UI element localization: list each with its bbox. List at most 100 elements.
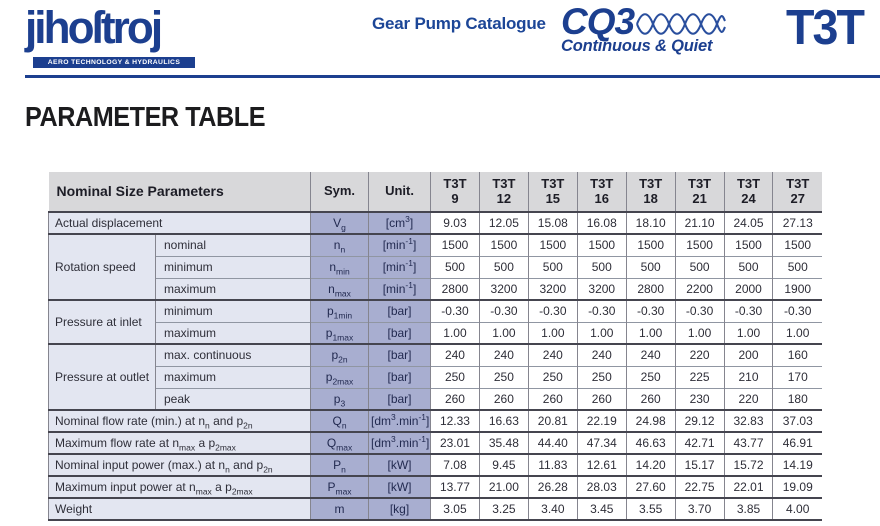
value-cell: 240 xyxy=(625,343,676,366)
value-cell: 3200 xyxy=(576,277,627,300)
value-cell: 250 xyxy=(478,365,529,388)
symbol-cell: nmax xyxy=(310,277,369,300)
unit-cell: [cm3] xyxy=(368,211,431,234)
value-cell: 21.00 xyxy=(478,475,529,498)
value-cell: 14.19 xyxy=(772,453,822,476)
value-cell: 43.77 xyxy=(723,431,773,454)
value-cell: 1500 xyxy=(772,233,822,256)
symbol-cell: p2n xyxy=(310,343,369,366)
value-cell: 44.40 xyxy=(527,431,578,454)
table-header: Nominal Size Parameters Sym. Unit. T3T 9 T3T 1… xyxy=(48,172,822,213)
value-cell: 19.09 xyxy=(772,475,822,498)
table-row: Pressure at inlet minimum p1min [bar] -0.30-… xyxy=(48,299,822,344)
value-cell: 220 xyxy=(674,343,725,366)
value-cell: 16.63 xyxy=(478,409,529,432)
row-sub-label: maximum xyxy=(154,277,311,300)
table-body: Actual displacement Vg [cm3] 9.03 12.05 15.08… xyxy=(47,211,822,520)
unit-cell: [bar] xyxy=(368,321,431,344)
value-cell: 4.00 xyxy=(772,497,822,520)
cq3-tagline: Continuous & Quiet xyxy=(561,37,713,55)
value-cell: 23.01 xyxy=(430,431,480,454)
value-cell: 220 xyxy=(723,387,773,410)
value-cell: 1.00 xyxy=(576,321,627,344)
value-cell: 3.70 xyxy=(674,497,725,520)
value-cell: 27.60 xyxy=(625,475,676,498)
value-cell: 500 xyxy=(430,255,480,278)
value-cell: 500 xyxy=(625,255,676,278)
value-cell: 250 xyxy=(430,365,480,388)
value-cell: 13.77 xyxy=(430,475,480,498)
row-label: Maximum flow rate at nmax a p2max xyxy=(47,431,311,454)
value-cell: 240 xyxy=(430,343,480,366)
value-cell: 32.83 xyxy=(723,409,773,432)
value-cell: 500 xyxy=(772,255,822,278)
value-cell: 500 xyxy=(478,255,529,278)
value-cell: 1.00 xyxy=(478,321,529,344)
unit-cell: [bar] xyxy=(368,365,431,388)
value-cell: 14.20 xyxy=(625,453,676,476)
value-cell: 27.13 xyxy=(772,211,822,234)
symbol-cell: nmin xyxy=(310,255,369,278)
value-cell: 24.05 xyxy=(723,211,773,234)
unit-cell: [bar] xyxy=(368,299,431,322)
value-cell: 2000 xyxy=(723,277,773,300)
value-cell: 500 xyxy=(527,255,578,278)
cq3-logo-text: CQ3 xyxy=(561,1,635,42)
value-cell: -0.30 xyxy=(527,299,578,322)
table-row: Nominal input power (max.) at nn and p2n… xyxy=(47,453,822,476)
value-cell: 1500 xyxy=(478,233,529,256)
row-sub-label: maximum xyxy=(154,365,311,388)
column-header-parameters: Nominal Size Parameters xyxy=(48,172,311,213)
unit-cell: [dm3.min-1] xyxy=(368,409,431,432)
row-label: Actual displacement xyxy=(47,211,311,234)
symbol-cell: Pmax xyxy=(310,475,369,498)
value-cell: 500 xyxy=(723,255,773,278)
value-cell: 26.28 xyxy=(527,475,578,498)
jihostroj-logo: jihoſtroj AERO TECHNOLOGY & HYDRAULICS xyxy=(25,2,220,72)
column-header-model: T3T 16 xyxy=(576,172,627,213)
value-cell: 240 xyxy=(478,343,529,366)
value-cell: 260 xyxy=(478,387,529,410)
value-cell: 1.00 xyxy=(527,321,578,344)
value-cell: 260 xyxy=(527,387,578,410)
row-sub-label: max. continuous xyxy=(154,343,311,366)
value-cell: 12.05 xyxy=(478,211,529,234)
value-cell: -0.30 xyxy=(723,299,773,322)
value-cell: 500 xyxy=(674,255,725,278)
value-cell: -0.30 xyxy=(478,299,529,322)
column-header-model: T3T 18 xyxy=(625,172,676,213)
unit-cell: [bar] xyxy=(368,343,431,366)
symbol-cell: p1min xyxy=(310,299,369,322)
value-cell: 1900 xyxy=(772,277,822,300)
symbol-cell: nn xyxy=(310,233,369,256)
value-cell: 1500 xyxy=(674,233,725,256)
value-cell: 240 xyxy=(527,343,578,366)
unit-cell: [min-1] xyxy=(368,277,431,300)
value-cell: 37.03 xyxy=(772,409,822,432)
column-header-model: T3T 27 xyxy=(772,172,822,213)
value-cell: 18.10 xyxy=(625,211,676,234)
value-cell: 12.33 xyxy=(430,409,480,432)
column-header-unit: Unit. xyxy=(368,172,431,213)
row-sub-label: minimum xyxy=(154,255,311,278)
symbol-cell: p1max xyxy=(310,321,369,344)
symbol-cell: p3 xyxy=(310,387,369,410)
value-cell: 22.75 xyxy=(674,475,725,498)
value-cell: 1500 xyxy=(527,233,578,256)
header-divider xyxy=(25,75,880,78)
value-cell: 3.40 xyxy=(527,497,578,520)
value-cell: 3200 xyxy=(478,277,529,300)
value-cell: 230 xyxy=(674,387,725,410)
column-header-model: T3T 9 xyxy=(430,172,480,213)
value-cell: 9.03 xyxy=(430,211,480,234)
value-cell: 1500 xyxy=(625,233,676,256)
row-label: Maximum input power at nmax a p2max xyxy=(47,475,311,498)
value-cell: 2200 xyxy=(674,277,725,300)
value-cell: 3200 xyxy=(527,277,578,300)
value-cell: 260 xyxy=(576,387,627,410)
table-row: Weight m [kg] 3.05 3.25 3.40 3.45 3.55 3.70 3.85 4… xyxy=(47,497,822,520)
value-cell: 35.48 xyxy=(478,431,529,454)
value-cell: -0.30 xyxy=(772,299,822,322)
value-cell: 180 xyxy=(772,387,822,410)
